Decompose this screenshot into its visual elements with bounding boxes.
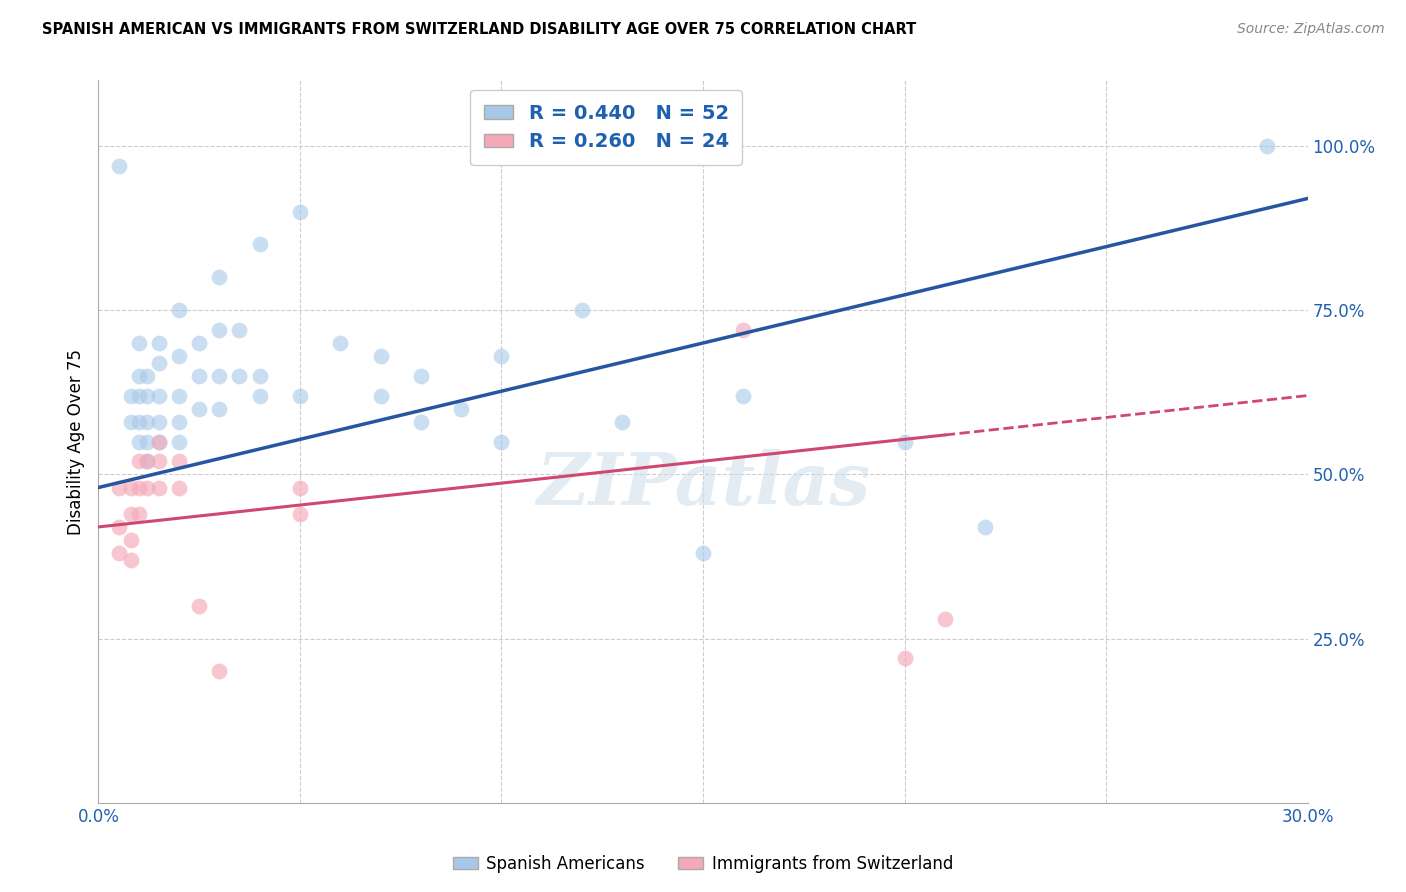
Point: [409, 368, 432, 383]
Point: [893, 434, 915, 449]
Point: [107, 481, 129, 495]
Point: [450, 401, 472, 416]
Point: [135, 368, 157, 383]
Point: [148, 336, 170, 351]
Text: Source: ZipAtlas.com: Source: ZipAtlas.com: [1237, 22, 1385, 37]
Point: [288, 388, 311, 402]
Legend: Spanish Americans, Immigrants from Switzerland: Spanish Americans, Immigrants from Switz…: [446, 848, 960, 880]
Point: [228, 323, 250, 337]
Point: [208, 665, 231, 679]
Point: [188, 401, 211, 416]
Point: [148, 388, 170, 402]
Point: [409, 415, 432, 429]
Point: [135, 434, 157, 449]
Point: [208, 368, 231, 383]
Point: [148, 434, 170, 449]
Point: [612, 415, 634, 429]
Point: [329, 336, 352, 351]
Point: [167, 415, 190, 429]
Point: [571, 303, 593, 318]
Point: [491, 434, 513, 449]
Point: [288, 481, 311, 495]
Point: [249, 368, 271, 383]
Point: [120, 415, 142, 429]
Point: [733, 323, 755, 337]
Point: [188, 599, 211, 613]
Y-axis label: Disability Age Over 75: Disability Age Over 75: [66, 349, 84, 534]
Point: [692, 546, 714, 560]
Point: [288, 507, 311, 521]
Point: [208, 323, 231, 337]
Point: [120, 507, 142, 521]
Point: [249, 237, 271, 252]
Point: [370, 388, 392, 402]
Point: [249, 388, 271, 402]
Point: [128, 368, 150, 383]
Text: ZIPatlas: ZIPatlas: [536, 450, 870, 520]
Point: [128, 454, 150, 468]
Point: [128, 415, 150, 429]
Point: [167, 349, 190, 363]
Point: [120, 553, 142, 567]
Point: [128, 434, 150, 449]
Point: [148, 454, 170, 468]
Point: [934, 612, 956, 626]
Point: [128, 388, 150, 402]
Point: [148, 434, 170, 449]
Point: [893, 651, 915, 665]
Point: [208, 270, 231, 285]
Point: [107, 546, 129, 560]
Point: [120, 481, 142, 495]
Point: [974, 520, 997, 534]
Point: [1256, 139, 1278, 153]
Point: [228, 368, 250, 383]
Point: [135, 481, 157, 495]
Point: [733, 388, 755, 402]
Point: [128, 481, 150, 495]
Text: SPANISH AMERICAN VS IMMIGRANTS FROM SWITZERLAND DISABILITY AGE OVER 75 CORRELATI: SPANISH AMERICAN VS IMMIGRANTS FROM SWIT…: [42, 22, 917, 37]
Point: [120, 533, 142, 547]
Point: [135, 454, 157, 468]
Point: [148, 356, 170, 370]
Point: [491, 349, 513, 363]
Point: [128, 507, 150, 521]
Point: [188, 368, 211, 383]
Point: [167, 434, 190, 449]
Point: [167, 454, 190, 468]
Legend: R = 0.440   N = 52, R = 0.260   N = 24: R = 0.440 N = 52, R = 0.260 N = 24: [470, 90, 742, 165]
Point: [167, 303, 190, 318]
Point: [370, 349, 392, 363]
Point: [135, 454, 157, 468]
Point: [288, 204, 311, 219]
Point: [128, 336, 150, 351]
Point: [167, 481, 190, 495]
Point: [208, 401, 231, 416]
Point: [188, 336, 211, 351]
Point: [107, 520, 129, 534]
Point: [107, 159, 129, 173]
Point: [148, 415, 170, 429]
Point: [135, 415, 157, 429]
Point: [120, 388, 142, 402]
Point: [135, 388, 157, 402]
Point: [148, 481, 170, 495]
Point: [167, 388, 190, 402]
